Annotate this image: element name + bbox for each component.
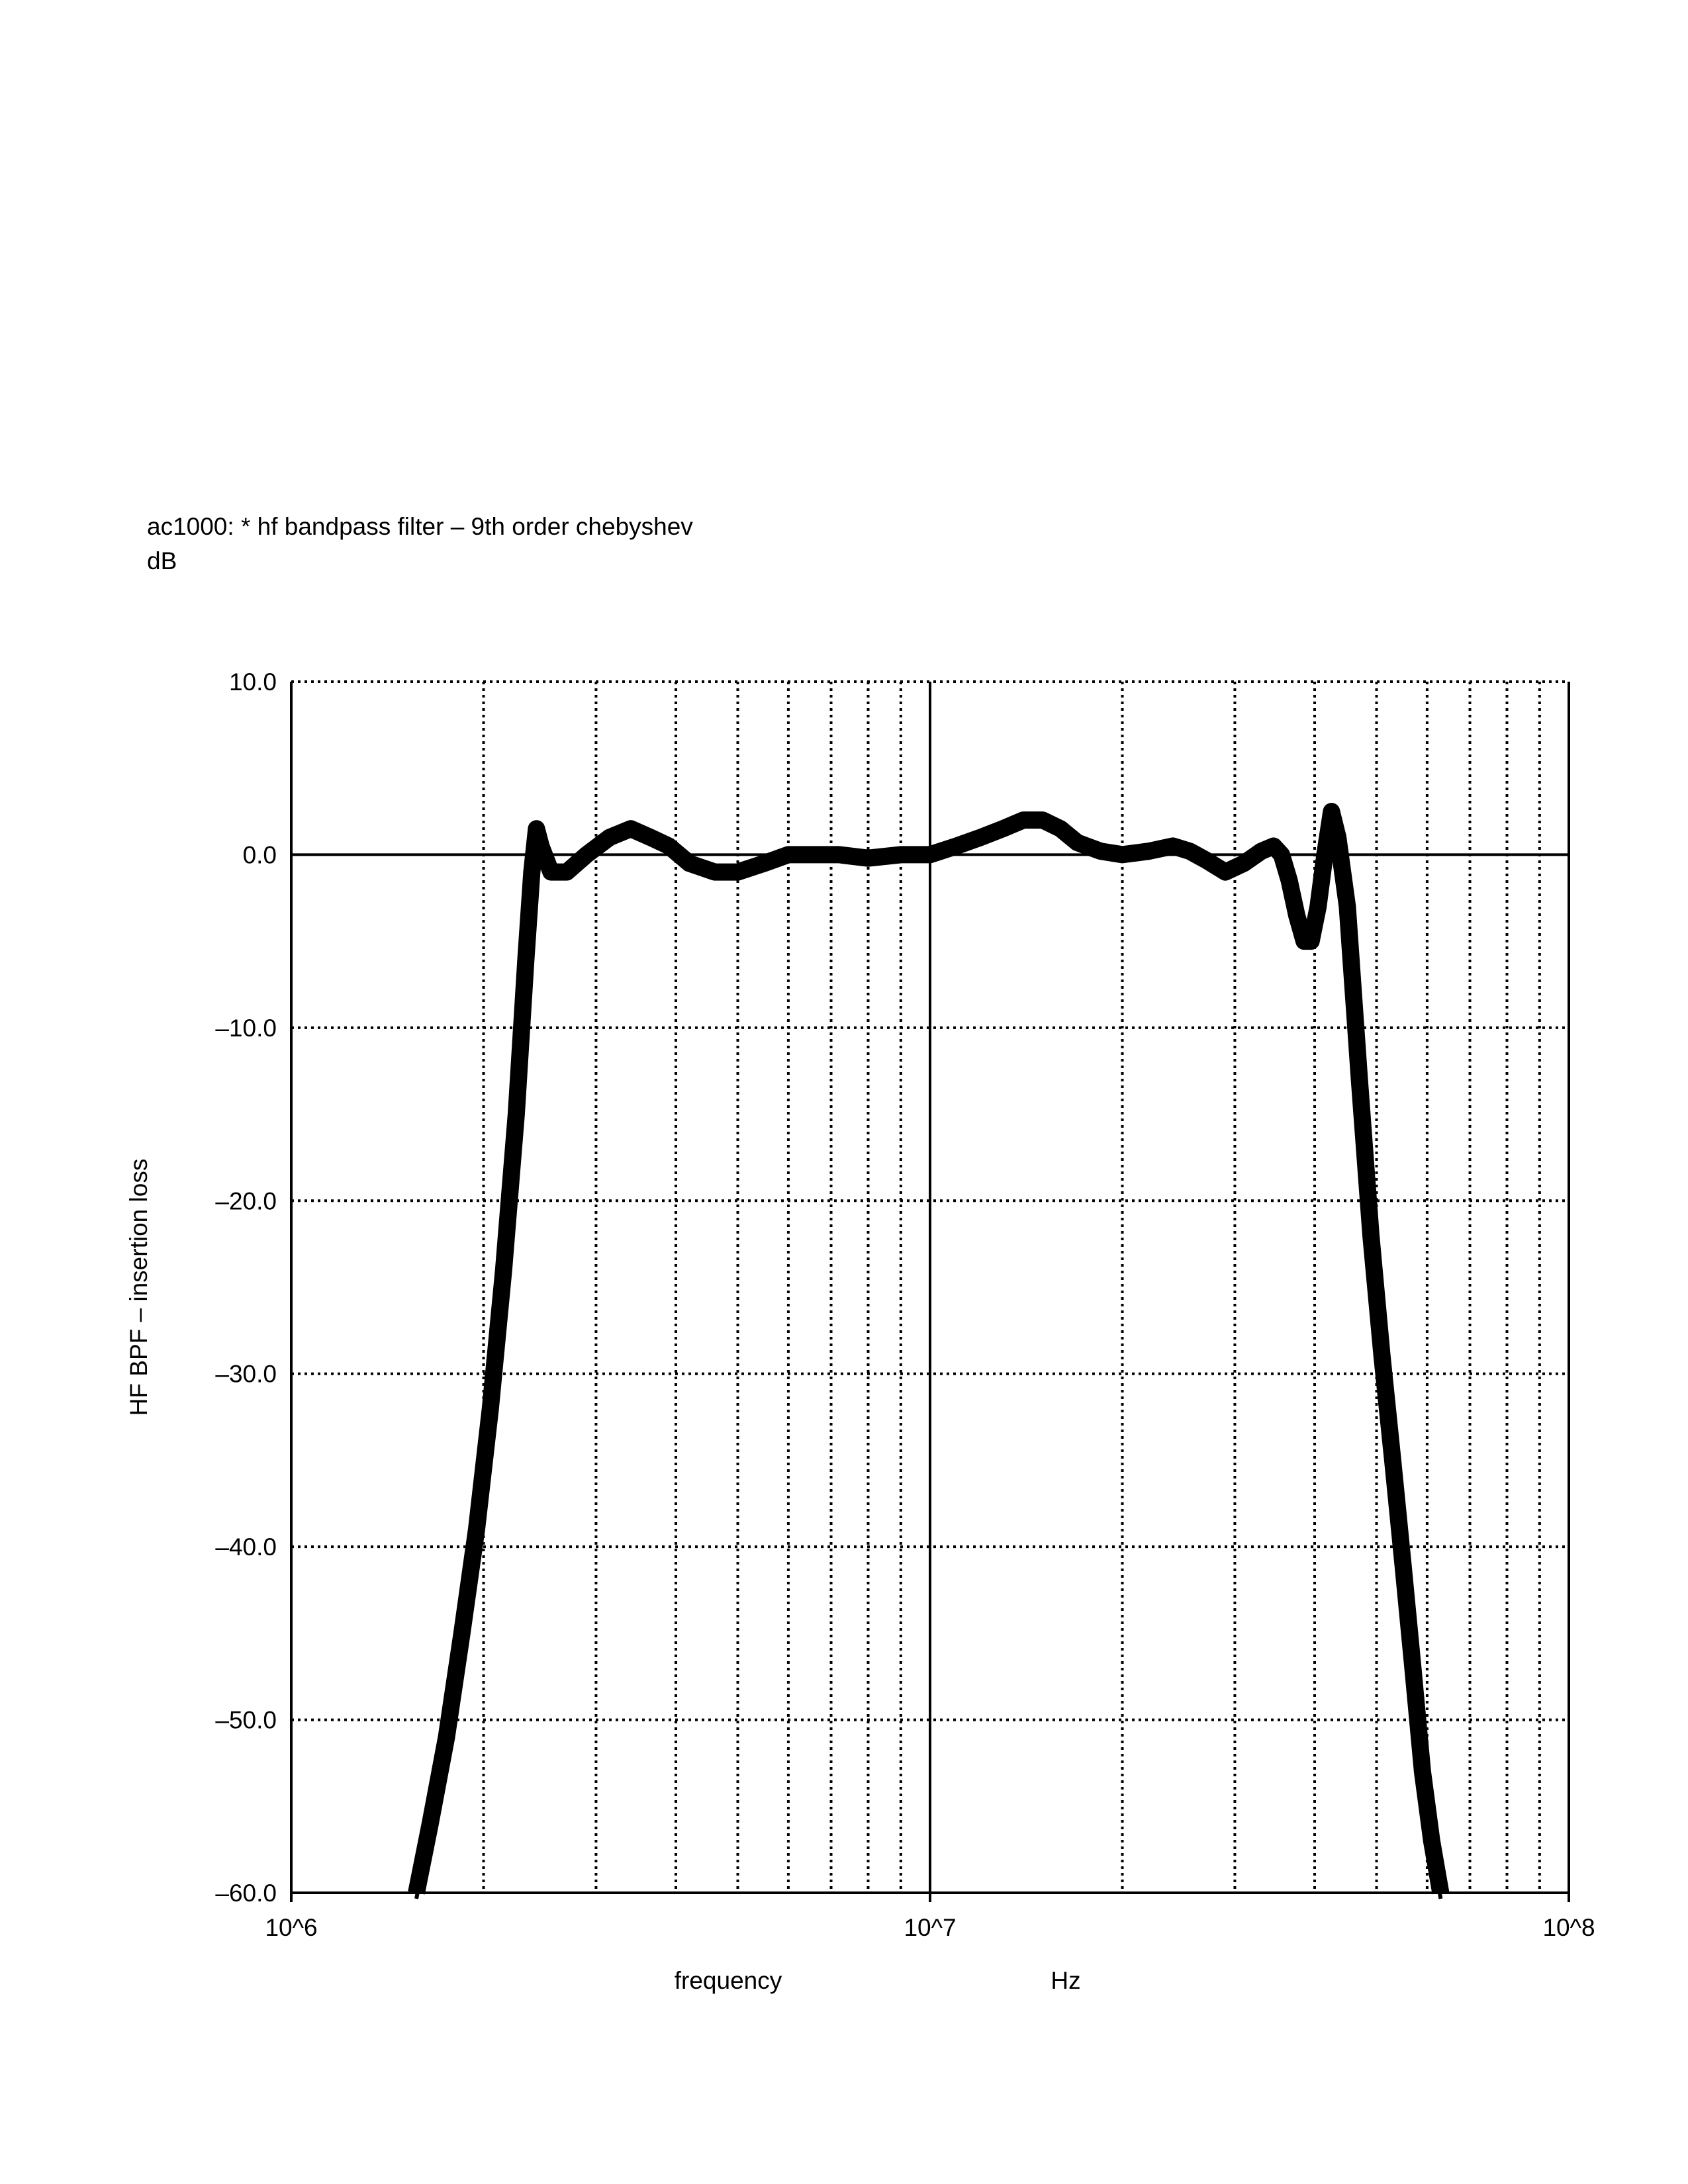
x-unit-label: Hz (1051, 1967, 1080, 1994)
y-tick-label: –40.0 (215, 1533, 277, 1561)
y-tick-label: –50.0 (215, 1707, 277, 1734)
x-tick-label: 10^7 (904, 1914, 956, 1941)
y-axis-label: HF BPF – insertion loss (125, 1159, 152, 1416)
series-line (408, 803, 1450, 1895)
x-tick-labels: 10^6 10^7 10^8 (265, 1914, 1595, 1941)
y-tick-label: 0.0 (243, 841, 277, 868)
y-tick-label: –60.0 (215, 1880, 277, 1907)
y-tick-label: –10.0 (215, 1015, 277, 1042)
y-tick-labels: 10.0 0.0 –10.0 –20.0 –30.0 –40.0 –50.0 –60.0 (215, 668, 277, 1907)
y-tick-label: –20.0 (215, 1187, 277, 1214)
y-unit-label: dB (147, 547, 177, 574)
x-axis-label: frequency (675, 1967, 782, 1994)
y-tick-label: 10.0 (229, 668, 277, 696)
series-line-overlay (414, 803, 1443, 1888)
y-tick-label: –30.0 (215, 1361, 277, 1388)
x-tick-label: 10^6 (265, 1914, 317, 1941)
chart-title: ac1000: * hf bandpass filter – 9th order… (147, 513, 693, 540)
series-group (408, 803, 1450, 1899)
series-line-overlay (414, 815, 1443, 1899)
x-tick-label: 10^8 (1542, 1914, 1595, 1941)
